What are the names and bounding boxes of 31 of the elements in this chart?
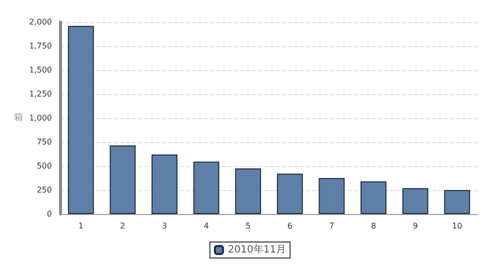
bar (68, 26, 94, 214)
x-tick-label: 5 (246, 222, 251, 230)
y-tick-label: 1,750 (29, 42, 52, 50)
bar (318, 178, 345, 214)
x-tick-label: 1 (78, 222, 84, 230)
y-tick-label: 1,250 (29, 90, 52, 98)
y-tick-label: 500 (36, 162, 52, 170)
bar (276, 174, 303, 214)
bar (235, 168, 262, 214)
y-tick-label: 0 (46, 210, 52, 218)
x-tick-label: 3 (162, 222, 168, 230)
x-tick-label: 10 (452, 222, 462, 230)
x-tick-label: 6 (287, 222, 292, 230)
y-tick-label: 1,500 (29, 66, 52, 74)
x-tick-label: 9 (412, 222, 418, 230)
x-tick-label: 7 (329, 222, 334, 230)
bar (402, 188, 428, 214)
bar (110, 145, 136, 214)
bar (152, 154, 178, 214)
bar (444, 190, 470, 214)
y-axis-title: 箱 (14, 112, 24, 123)
legend-label: 2010年11月 (228, 244, 286, 256)
bar (193, 162, 220, 214)
x-tick-label: 8 (370, 222, 376, 230)
x-tick-label: 4 (204, 222, 209, 230)
y-tick-label: 2,000 (29, 18, 52, 26)
y-tick-label: 250 (36, 186, 52, 194)
x-tick-label: 2 (120, 222, 126, 230)
bar (360, 181, 386, 214)
y-tick-label: 750 (36, 138, 52, 146)
y-tick-label: 1,000 (29, 114, 52, 122)
